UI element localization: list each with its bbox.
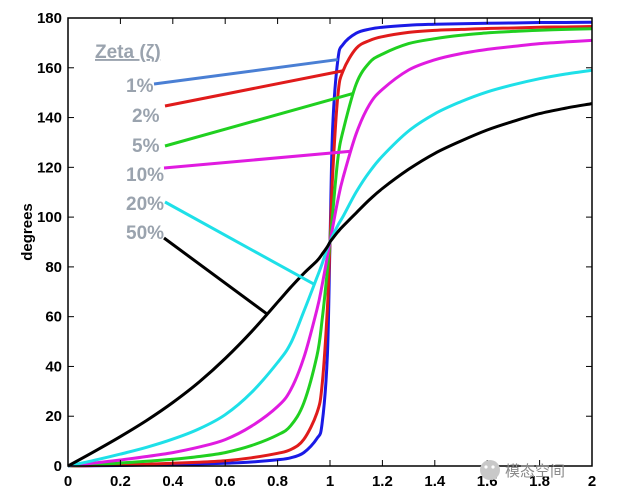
y-tick-label: 60 [45,309,62,326]
y-tick-label: 160 [37,60,62,77]
watermark-text: 模态空间 [505,462,565,480]
annotation-layer: Zeta (ζ) 1% 2% 5% 10% 20% 50% [95,42,354,316]
x-tick-label: 2 [588,473,596,490]
legend-leader-line-5 [163,236,269,316]
x-tick-label: 1 [326,473,334,490]
y-tick-label: 20 [45,408,62,425]
x-tick-label: 0.6 [215,473,236,490]
zeta-legend-title: Zeta (ζ) [95,42,161,63]
y-tick-label: 120 [37,159,62,176]
x-tick-label: 1.2 [372,473,393,490]
series-line-5 [67,102,593,468]
y-tick-label: 80 [45,259,62,276]
y-tick-label: 140 [37,110,62,127]
legend-leader-line-4 [164,200,316,286]
legend-leader-line-0 [153,58,339,86]
legend-leader-line-2 [164,91,354,148]
legend-label-5: 50% [126,223,164,244]
x-tick-label: 0.2 [110,473,131,490]
y-axis-label: degrees [19,203,36,261]
plot-layer [67,20,593,468]
x-tick-label: 1.8 [529,473,550,490]
legend-label-2: 5% [132,136,160,157]
x-tick-label: 0 [64,473,72,490]
wechat-logo-eye-left [484,465,488,469]
legend-label-4: 20% [126,194,164,215]
x-tick-label: 0.4 [162,473,184,490]
legend-label-0: 1% [126,76,154,97]
y-tick-label: 180 [37,10,62,27]
y-tick-label: 40 [45,358,62,375]
x-tick-label: 0.8 [267,473,288,490]
wechat-logo-icon [480,460,500,480]
legend-label-3: 10% [126,165,164,186]
y-tick-label: 100 [37,209,62,226]
y-tick-label: 0 [54,458,62,475]
x-tick-label: 1.4 [424,473,446,490]
legend-leader-line-1 [164,69,344,108]
watermark: 模态空间 [480,460,565,480]
legend-leader-line-3 [163,149,352,170]
ticks-layer: 0 0.2 0.4 0.6 0.8 1 1.2 1.4 1.6 1.8 20204060801001… [37,10,596,490]
wechat-logo-eye-right [491,465,495,469]
legend-label-1: 2% [132,106,160,127]
